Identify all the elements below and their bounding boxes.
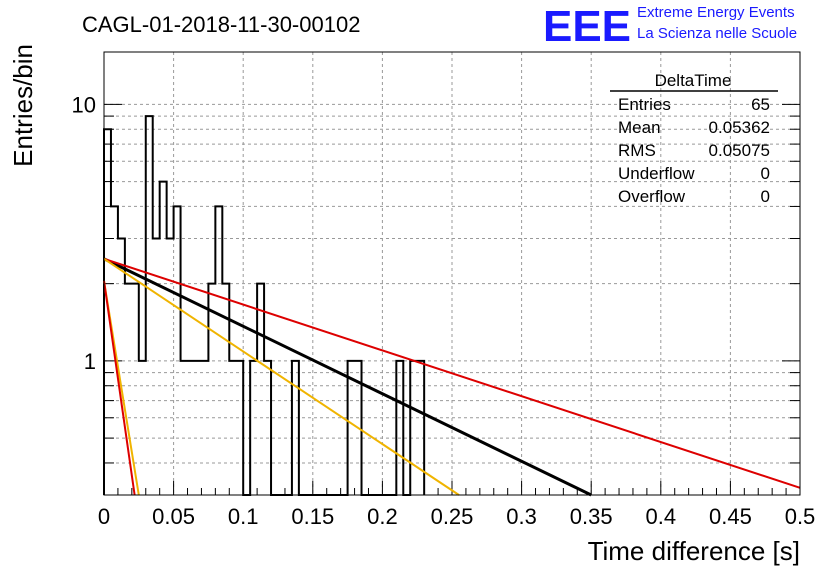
x-tick-label: 0.15 — [291, 504, 334, 529]
y-axis-label: Entries/bin — [8, 44, 38, 167]
stats-overflow-label: Overflow — [618, 187, 686, 206]
x-tick-label: 0.2 — [367, 504, 398, 529]
fit-line-0 — [103, 257, 592, 497]
chart-title: CAGL-01-2018-11-30-00102 — [82, 12, 360, 37]
x-tick-label: 0 — [98, 504, 110, 529]
fit-line-2 — [103, 257, 460, 496]
stats-entries-label: Entries — [618, 95, 671, 114]
y-tick-labels: 1 10 — [72, 92, 96, 374]
x-tick-label: 0.5 — [785, 504, 816, 529]
eee-logo: EEE — [543, 2, 631, 51]
x-tick-label: 0.3 — [506, 504, 537, 529]
stats-underflow-label: Underflow — [618, 164, 695, 183]
stats-rms-value: 0.05075 — [709, 141, 770, 160]
grid — [104, 52, 800, 496]
stats-entries-value: 65 — [751, 95, 770, 114]
plot-frame — [103, 51, 801, 496]
x-tick-label: 0.35 — [570, 504, 613, 529]
x-tick-label: 0.1 — [228, 504, 259, 529]
fit-lines — [103, 257, 801, 497]
stats-title: DeltaTime — [655, 71, 732, 90]
logo-line-2: La Scienza nelle Scuole — [637, 25, 797, 42]
y-tick-label: 10 — [72, 92, 96, 117]
x-tick-label: 0.4 — [646, 504, 677, 529]
x-tick-label: 0.25 — [431, 504, 474, 529]
y-tick-label: 1 — [84, 349, 96, 374]
fit-line-4 — [103, 280, 136, 496]
x-axis-label: Time difference [s] — [588, 536, 800, 566]
stats-mean-value: 0.05362 — [709, 118, 770, 137]
x-tick-labels: 0 0.05 0.1 0.15 0.2 0.25 0.3 0.35 0.4 0.45 0.5 — [98, 504, 815, 529]
stats-overflow-value: 0 — [761, 187, 770, 206]
x-tick-label: 0.45 — [709, 504, 752, 529]
stats-box: DeltaTime Entries 65 Mean 0.05362 RMS 0.… — [610, 71, 778, 206]
x-tick-label: 0.05 — [152, 504, 195, 529]
logo-line-1: Extreme Energy Events — [637, 4, 795, 21]
fit-line-1 — [103, 257, 801, 489]
stats-mean-label: Mean — [618, 118, 661, 137]
stats-rms-label: RMS — [618, 141, 656, 160]
stats-underflow-value: 0 — [761, 164, 770, 183]
